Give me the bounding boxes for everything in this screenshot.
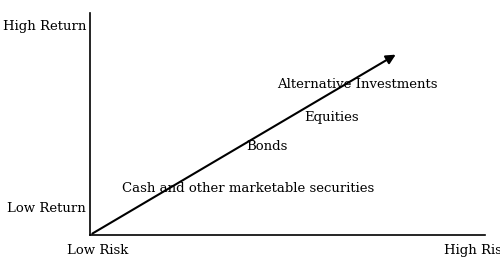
Text: High Return: High Return bbox=[2, 20, 86, 33]
Text: Low Return: Low Return bbox=[8, 202, 86, 215]
Text: High Risk: High Risk bbox=[444, 244, 500, 257]
Text: Low Risk: Low Risk bbox=[67, 244, 128, 257]
Text: Bonds: Bonds bbox=[246, 140, 288, 153]
Text: Alternative Investments: Alternative Investments bbox=[277, 78, 438, 91]
Text: Equities: Equities bbox=[304, 111, 358, 124]
Text: Cash and other marketable securities: Cash and other marketable securities bbox=[122, 182, 374, 195]
